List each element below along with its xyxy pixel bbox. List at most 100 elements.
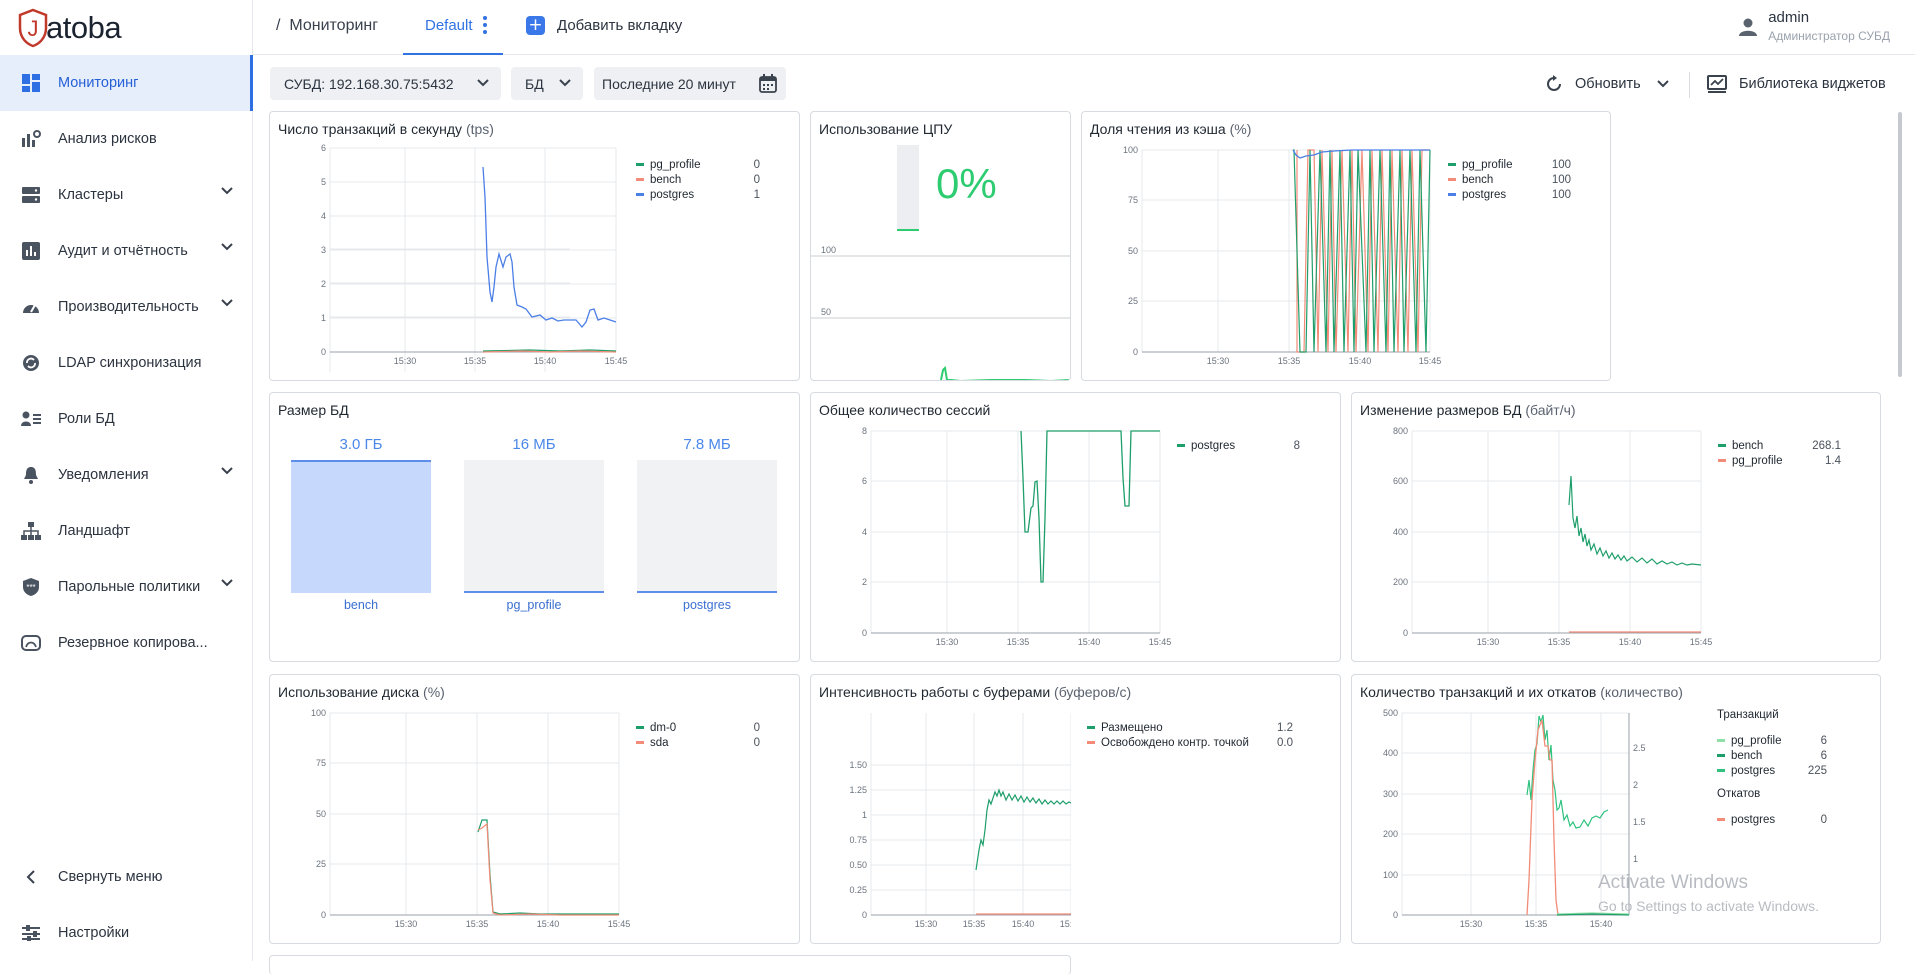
sidebar-item-risk[interactable]: Анализ рисков — [0, 111, 253, 167]
legend-value: 1.4 — [1825, 454, 1841, 467]
add-tab-button[interactable]: + Добавить вкладку — [526, 16, 682, 35]
sidebar-item-backup[interactable]: Резервное копирова... — [0, 615, 253, 671]
legend-item[interactable]: bench 0 — [636, 172, 760, 187]
x-tick: 15:30 — [936, 637, 959, 647]
legend-item[interactable]: bench 268.1 — [1718, 438, 1841, 453]
legend-swatch — [636, 193, 644, 196]
legend-name: Размещено — [1101, 721, 1163, 734]
widget-tps[interactable]: Число транзакций в секунду (tps) 0 1 2 3 4 5 6… — [269, 111, 800, 381]
db-select[interactable]: БД — [511, 67, 583, 100]
widget-db-growth[interactable]: Изменение размеров БД (байт/ч) 0 200 400 60… — [1351, 392, 1881, 662]
widget-tx-rollbacks[interactable]: Количество транзакций и их откатов (коли… — [1351, 674, 1881, 944]
legend-item[interactable]: bench 6 — [1717, 748, 1827, 763]
sync-icon — [20, 352, 42, 374]
y-tick: 50 — [316, 809, 326, 819]
series-pg_profile — [482, 349, 617, 352]
widget-title-text: Количество транзакций и их откатов — [1360, 684, 1597, 700]
sidebar-item-label: Анализ рисков — [58, 131, 157, 147]
y-tick: 1.50 — [849, 760, 867, 770]
legend-item[interactable]: postgres 8 — [1177, 438, 1300, 453]
legend-name: dm-0 — [650, 721, 677, 734]
widget-partial[interactable] — [269, 955, 1071, 975]
legend-item[interactable]: bench 100 — [1448, 172, 1571, 187]
tab-default[interactable]: Default — [403, 0, 503, 55]
sidebar-item-ldap[interactable]: LDAP синхронизация — [0, 335, 253, 391]
legend-item[interactable]: Освобождено контр. точкой 0.0 — [1087, 735, 1293, 750]
legend-item[interactable]: dm-0 0 — [636, 720, 760, 735]
sidebar-item-clusters[interactable]: Кластеры — [0, 167, 253, 223]
settings-label: Настройки — [58, 925, 130, 941]
widget-db-size[interactable]: Размер БД 3.0 ГБ bench 16 МБ pg_profile … — [269, 392, 800, 662]
sidebar-item-label: Резервное копирова... — [58, 635, 208, 651]
legend-item[interactable]: postgres 225 — [1717, 763, 1827, 778]
db-size-bar[interactable] — [464, 591, 604, 593]
widget-cache[interactable]: Доля чтения из кэша (%) 0 25 50 75 100 15:30… — [1081, 111, 1611, 381]
db-growth-legend: bench 268.1 pg_profile 1.4 — [1718, 438, 1841, 468]
sidebar-item-notifications[interactable]: Уведомления — [0, 447, 253, 503]
legend-item[interactable]: postgres 0 — [1717, 812, 1827, 827]
scrollbar[interactable] — [1898, 112, 1902, 377]
chevron-down-icon[interactable] — [221, 467, 233, 475]
legend-swatch — [1717, 754, 1725, 757]
legend-item[interactable]: sda 0 — [636, 735, 760, 750]
activation-watermark-title: Activate Windows — [1598, 872, 1748, 893]
db-growth-plot: 0 200 400 600 800 15:30 15:35 15:40 15:45 — [1393, 426, 1712, 647]
widget-sessions[interactable]: Общее количество сессий 0 2 4 6 8 15:30 15:35… — [810, 392, 1341, 662]
svg-text:J: J — [28, 16, 39, 41]
legend-name: postgres — [1731, 813, 1776, 826]
settings-button[interactable]: Настройки — [0, 905, 253, 961]
logo[interactable]: J atoba — [16, 6, 122, 50]
sidebar-item-roles[interactable]: Роли БД — [0, 391, 253, 447]
collapse-menu-button[interactable]: Свернуть меню — [0, 849, 253, 905]
legend-item[interactable]: postgres 1 — [636, 187, 760, 202]
widget-buffers[interactable]: Интенсивность работы с буферами (буферов… — [810, 674, 1341, 944]
legend-value: 0 — [753, 721, 760, 734]
sitemap-icon — [20, 520, 42, 542]
widget-cpu[interactable]: Использование ЦПУ 0% 100 50 — [810, 111, 1071, 381]
chevron-down-icon[interactable] — [221, 243, 233, 251]
y-tick: 300 — [1383, 789, 1398, 799]
widget-disk[interactable]: Использование диска (%) 0 25 50 75 100 15:30… — [269, 674, 800, 944]
db-size-bar[interactable] — [291, 460, 431, 593]
sidebar-item-password-policies[interactable]: *** Парольные политики — [0, 559, 253, 615]
legend-item[interactable]: pg_profile 0 — [636, 157, 760, 172]
dbms-select[interactable]: СУБД: 192.168.30.75:5432 — [270, 67, 501, 100]
widget-unit: (tps) — [465, 121, 494, 137]
legend-swatch — [1718, 444, 1726, 447]
widget-title-text: Число транзакций в секунду — [278, 121, 463, 137]
user-menu[interactable]: admin Администратор СУБД — [1738, 9, 1890, 43]
legend-item[interactable]: pg_profile 6 — [1717, 733, 1827, 748]
sidebar-item-performance[interactable]: Производительность — [0, 279, 253, 335]
legend-name: Освобождено контр. точкой — [1101, 736, 1249, 749]
y-tick: 400 — [1393, 527, 1408, 537]
y2-tick: 1.5 — [1633, 817, 1646, 827]
x-tick: 15:40 — [534, 356, 557, 366]
y-tick: 500 — [1383, 708, 1398, 718]
legend-item[interactable]: pg_profile 100 — [1448, 157, 1571, 172]
chevron-down-icon[interactable] — [221, 187, 233, 195]
refresh-button[interactable]: Обновить — [1545, 75, 1669, 93]
x-tick: 15:45 — [1149, 637, 1171, 647]
chevron-down-icon[interactable] — [221, 299, 233, 307]
legend-value: 268.1 — [1812, 439, 1841, 452]
db-size-bar[interactable] — [637, 591, 777, 593]
period-picker[interactable]: Последние 20 минут — [594, 67, 786, 100]
y-tick: 100 — [1123, 145, 1138, 155]
legend-swatch — [636, 741, 644, 744]
widget-library-button[interactable]: Библиотека виджетов — [1707, 75, 1886, 93]
db-size-name[interactable]: postgres — [683, 598, 731, 612]
legend-item[interactable]: Размещено 1.2 — [1087, 720, 1293, 735]
legend-item[interactable]: pg_profile 1.4 — [1718, 453, 1841, 468]
y-tick: 2 — [862, 577, 867, 587]
legend-item[interactable]: postgres 100 — [1448, 187, 1571, 202]
more-vertical-icon[interactable] — [482, 15, 488, 35]
sidebar-item-audit[interactable]: Аудит и отчётность — [0, 223, 253, 279]
db-size-name[interactable]: pg_profile — [506, 598, 562, 612]
sidebar-item-landscape[interactable]: Ландшафт — [0, 503, 253, 559]
sidebar-item-monitoring[interactable]: Мониторинг — [0, 55, 253, 111]
chevron-down-icon[interactable] — [221, 579, 233, 587]
cpu-history-chart: 100 50 — [811, 245, 1070, 380]
chevron-down-icon[interactable] — [1656, 80, 1669, 88]
x-tick: 15:35 — [1007, 637, 1030, 647]
db-size-name[interactable]: bench — [343, 598, 379, 612]
